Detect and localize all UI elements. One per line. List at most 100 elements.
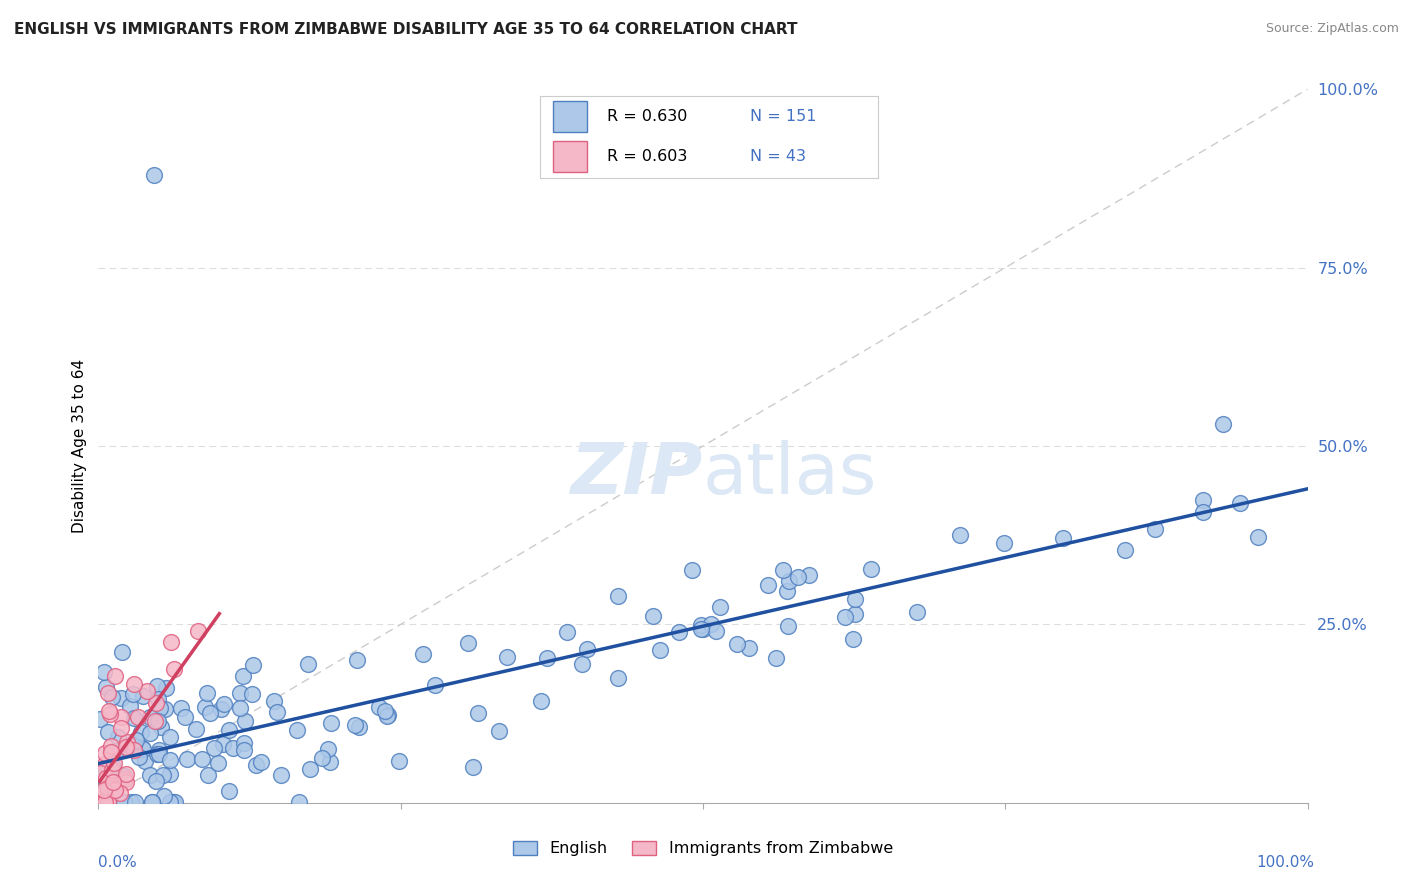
Point <box>377 707 399 722</box>
Point <box>606 671 628 685</box>
Point <box>467 706 489 720</box>
Point <box>122 739 145 753</box>
Point <box>145 747 167 761</box>
Point <box>128 750 150 764</box>
Point <box>97 686 120 700</box>
Point <box>778 574 800 588</box>
Point <box>112 795 135 809</box>
Point <box>139 726 162 740</box>
Point <box>245 758 267 772</box>
Point <box>112 769 135 783</box>
Point <box>165 795 187 809</box>
Point <box>132 742 155 756</box>
Point <box>117 735 139 749</box>
Point <box>107 731 129 745</box>
Point <box>176 752 198 766</box>
Point <box>195 686 218 700</box>
Point <box>124 795 146 809</box>
Point <box>101 780 124 795</box>
Point <box>375 709 398 723</box>
Text: Source: ZipAtlas.com: Source: ZipAtlas.com <box>1265 22 1399 36</box>
Point <box>94 764 117 778</box>
Point <box>496 649 519 664</box>
Point <box>100 745 122 759</box>
Point <box>575 642 598 657</box>
Point <box>101 760 124 774</box>
Point <box>211 737 233 751</box>
Point <box>776 583 799 598</box>
Point <box>93 783 115 797</box>
Point <box>270 768 292 782</box>
Point <box>250 755 273 769</box>
Point <box>905 605 928 619</box>
Point <box>346 653 368 667</box>
Point <box>555 625 578 640</box>
Point <box>97 724 120 739</box>
Point <box>221 740 243 755</box>
Point <box>316 741 339 756</box>
Point <box>110 710 132 724</box>
Y-axis label: Disability Age 35 to 64: Disability Age 35 to 64 <box>72 359 87 533</box>
Point <box>134 754 156 768</box>
Point <box>139 710 162 724</box>
Point <box>159 766 181 780</box>
Point <box>209 702 232 716</box>
Point <box>122 687 145 701</box>
Point <box>859 562 882 576</box>
Point <box>174 710 197 724</box>
Legend: English, Immigrants from Zimbabwe: English, Immigrants from Zimbabwe <box>506 834 900 863</box>
Point <box>457 636 479 650</box>
Point <box>100 739 122 754</box>
Point <box>1114 543 1136 558</box>
Point <box>191 752 214 766</box>
Point <box>145 679 167 693</box>
Point <box>89 766 111 780</box>
Point <box>606 589 628 603</box>
Point <box>100 706 122 721</box>
Point <box>98 776 121 790</box>
Point <box>159 795 181 809</box>
Point <box>136 684 159 698</box>
Point <box>148 742 170 756</box>
Point <box>150 720 173 734</box>
Point <box>139 768 162 782</box>
Point <box>725 637 748 651</box>
Point <box>692 623 714 637</box>
Point <box>114 772 136 787</box>
Point <box>319 755 342 769</box>
Point <box>94 756 117 771</box>
Point <box>993 535 1015 549</box>
Point <box>1192 493 1215 508</box>
Point <box>93 665 115 679</box>
Point <box>648 643 671 657</box>
Point <box>114 767 136 781</box>
Point <box>159 730 181 744</box>
Point <box>120 795 142 809</box>
Point <box>152 768 174 782</box>
Point <box>311 750 333 764</box>
Point <box>536 651 558 665</box>
Point <box>1192 505 1215 519</box>
Point <box>96 781 118 796</box>
Point <box>118 738 141 752</box>
Point <box>108 786 131 800</box>
Text: ENGLISH VS IMMIGRANTS FROM ZIMBABWE DISABILITY AGE 35 TO 64 CORRELATION CHART: ENGLISH VS IMMIGRANTS FROM ZIMBABWE DISA… <box>14 22 797 37</box>
Point <box>1212 417 1234 431</box>
Point <box>101 747 124 761</box>
Point <box>297 657 319 671</box>
Point <box>159 753 181 767</box>
Point <box>288 795 311 809</box>
Point <box>1052 531 1074 545</box>
Point <box>101 778 124 792</box>
Point <box>94 680 117 694</box>
Point <box>218 784 240 798</box>
Point <box>141 795 163 809</box>
Point <box>129 725 152 739</box>
Point <box>690 622 713 636</box>
Point <box>89 712 111 726</box>
Point <box>263 694 285 708</box>
Text: ZIP: ZIP <box>571 440 703 509</box>
Point <box>194 700 217 714</box>
Text: atlas: atlas <box>703 440 877 509</box>
Point <box>844 592 866 607</box>
